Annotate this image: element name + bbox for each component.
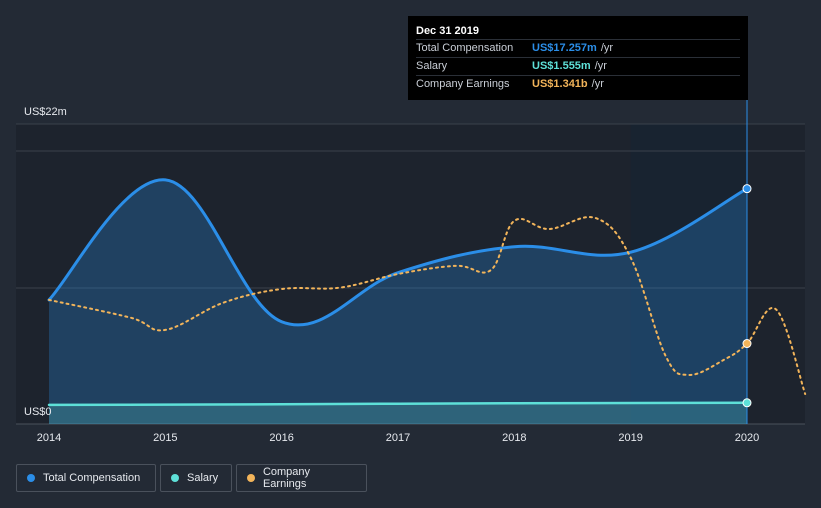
company-earnings-line: [48, 216, 807, 395]
tooltip-value: US$1.555m: [532, 60, 591, 72]
tooltip-value: US$17.257m: [532, 42, 597, 54]
legend-dot-icon: [27, 474, 35, 482]
salary-marker: [742, 398, 752, 408]
legend-company-earnings[interactable]: Company Earnings: [236, 464, 367, 492]
tooltip-date: Dec 31 2019: [416, 25, 479, 37]
tooltip-unit: /yr: [591, 78, 604, 90]
company-earnings-marker: [742, 339, 752, 349]
legend-label: Salary: [187, 472, 219, 484]
legend-total-compensation[interactable]: Total Compensation: [16, 464, 156, 492]
tooltip-unit: /yr: [600, 42, 614, 54]
tooltip-row-company-earnings: Company Earnings US$1.341b /yr: [416, 75, 740, 93]
tooltip-row-salary: Salary US$1.555m /yr: [416, 57, 740, 75]
y-axis-min-label: US$0: [24, 406, 52, 418]
x-tick-label: 2014: [37, 432, 61, 444]
total-compensation-area: [49, 179, 747, 424]
x-tick-label: 2015: [153, 432, 177, 444]
x-tick-label: 2018: [502, 432, 526, 444]
salary-area: [49, 402, 747, 424]
y-axis-max-label: US$22m: [24, 106, 67, 118]
tooltip-label: Salary: [416, 60, 448, 72]
legend-label: Total Compensation: [43, 472, 141, 484]
total-compensation-line: [47, 178, 749, 327]
tooltip-unit: /yr: [594, 60, 607, 72]
tooltip-row-total-compensation: Total Compensation US$17.257m /yr: [416, 39, 740, 57]
legend-dot-icon: [247, 474, 255, 482]
salary-line: [47, 401, 749, 407]
x-tick-label: 2017: [386, 432, 410, 444]
total-compensation-marker: [742, 184, 752, 194]
x-tick-label: 2020: [735, 432, 759, 444]
x-tick-label: 2019: [618, 432, 642, 444]
tooltip-value: US$1.341b: [532, 78, 588, 90]
tooltip-label: Total Compensation: [416, 42, 514, 54]
legend-dot-icon: [171, 474, 179, 482]
forecast-region: [630, 124, 747, 424]
legend-salary[interactable]: Salary: [160, 464, 232, 492]
chart-tooltip: Dec 31 2019 Total Compensation US$17.257…: [408, 16, 748, 100]
legend-label: Company Earnings: [262, 466, 311, 490]
tooltip-label: Company Earnings: [416, 78, 510, 90]
x-tick-label: 2016: [269, 432, 293, 444]
